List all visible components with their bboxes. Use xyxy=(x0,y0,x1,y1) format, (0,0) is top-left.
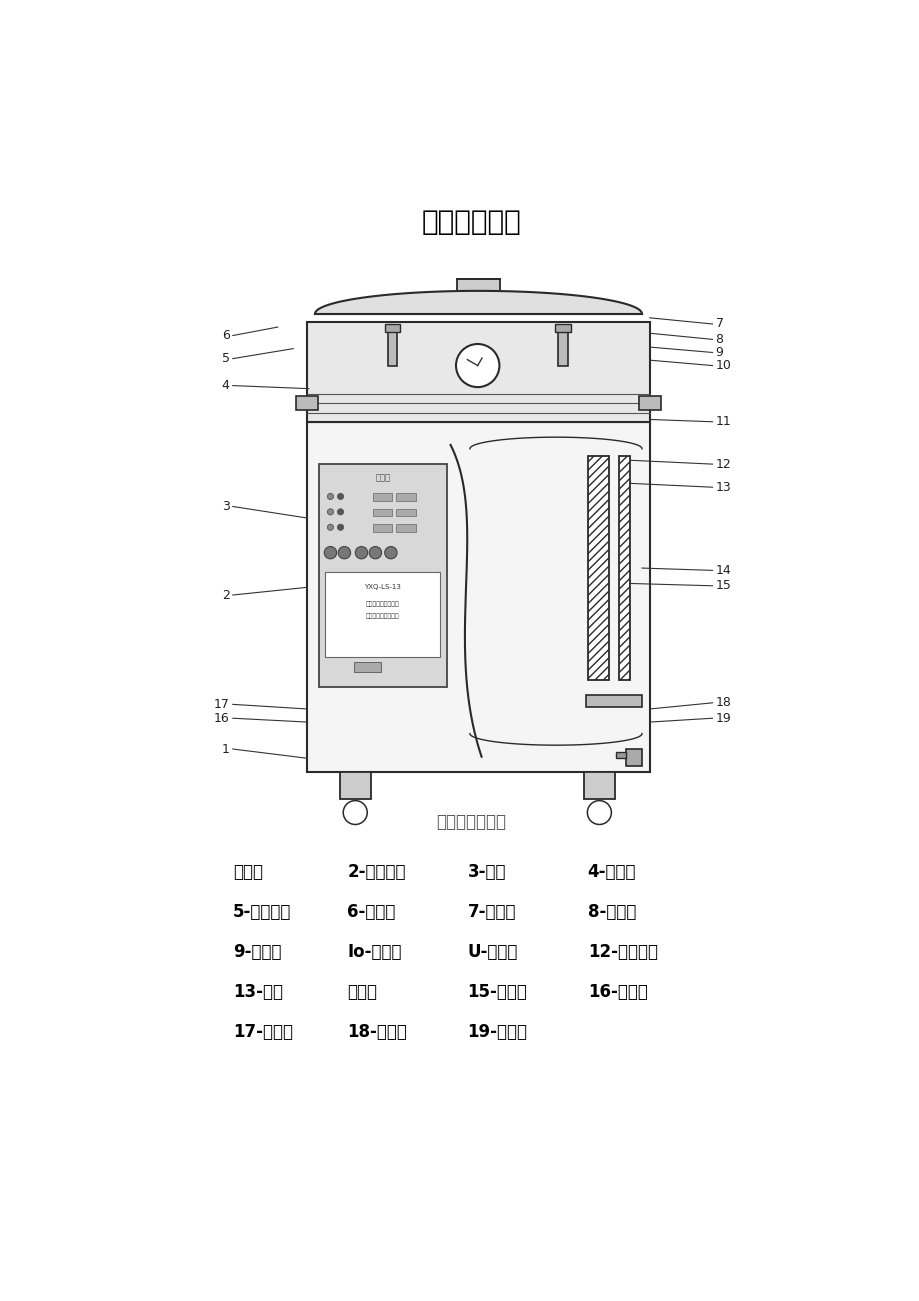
Circle shape xyxy=(384,546,397,559)
Text: 19-放水阀: 19-放水阀 xyxy=(467,1024,528,1041)
Text: 14: 14 xyxy=(715,563,731,576)
Circle shape xyxy=(327,509,334,515)
Circle shape xyxy=(355,546,368,559)
Text: 15: 15 xyxy=(715,579,731,592)
Text: 19: 19 xyxy=(715,712,731,725)
Circle shape xyxy=(337,509,344,515)
Text: 7: 7 xyxy=(715,317,723,330)
Circle shape xyxy=(456,343,499,388)
Text: 立式压力蒸汽灭菌器: 立式压力蒸汽灭菌器 xyxy=(366,601,399,608)
Text: 12-灿菌网篹: 12-灿菌网篹 xyxy=(587,943,657,961)
Text: 9: 9 xyxy=(715,346,722,359)
Circle shape xyxy=(327,493,334,500)
Bar xyxy=(373,509,392,516)
Text: 外形结构示意图: 外形结构示意图 xyxy=(436,813,506,831)
Text: 18: 18 xyxy=(715,696,731,709)
Circle shape xyxy=(337,493,344,500)
Text: 6: 6 xyxy=(221,329,230,342)
Bar xyxy=(638,397,660,410)
Text: Io-上法兰: Io-上法兰 xyxy=(347,943,402,961)
Text: 15-电热管: 15-电热管 xyxy=(467,984,527,1002)
Bar xyxy=(396,493,415,501)
Bar xyxy=(615,752,626,758)
Circle shape xyxy=(337,524,344,531)
Circle shape xyxy=(369,546,381,559)
Text: 5: 5 xyxy=(221,353,230,366)
Bar xyxy=(384,324,400,332)
Bar xyxy=(554,324,570,332)
Text: 3-面板: 3-面板 xyxy=(467,864,505,881)
Text: U-容器盖: U-容器盖 xyxy=(467,943,517,961)
Text: 6-安全阀: 6-安全阀 xyxy=(347,903,395,921)
Text: 携脖脚: 携脖脚 xyxy=(347,984,377,1002)
Text: 17: 17 xyxy=(213,697,230,710)
Text: 医疗器械产品注册证: 医疗器械产品注册证 xyxy=(366,614,399,619)
Circle shape xyxy=(338,546,350,559)
Circle shape xyxy=(586,800,611,825)
Bar xyxy=(339,771,370,799)
Text: 一脉轮: 一脉轮 xyxy=(233,864,263,881)
Bar xyxy=(373,524,392,532)
Text: 1: 1 xyxy=(221,743,230,756)
Text: 11: 11 xyxy=(715,415,731,428)
Text: 13: 13 xyxy=(715,481,731,493)
Bar xyxy=(585,695,641,706)
Text: 16-电源线: 16-电源线 xyxy=(587,984,647,1002)
Bar xyxy=(324,572,440,657)
Bar xyxy=(558,332,567,366)
Text: 18-放汽管: 18-放汽管 xyxy=(347,1024,407,1041)
Text: YXQ-LS-13: YXQ-LS-13 xyxy=(364,584,401,591)
Text: 4-下法兰: 4-下法兰 xyxy=(587,864,636,881)
Bar xyxy=(396,509,415,516)
Text: 7-胶木柄: 7-胶木柄 xyxy=(467,903,516,921)
Bar xyxy=(296,397,318,410)
Bar xyxy=(626,749,641,766)
Text: 附产品示意图: 附产品示意图 xyxy=(421,208,521,235)
Text: 2-桶身外壳: 2-桶身外壳 xyxy=(347,864,405,881)
Bar xyxy=(353,662,380,673)
Text: 17-保险丝: 17-保险丝 xyxy=(233,1024,292,1041)
Text: 2: 2 xyxy=(221,588,230,601)
Circle shape xyxy=(327,524,334,531)
Text: 5-蝶形螺母: 5-蝶形螺母 xyxy=(233,903,290,921)
Circle shape xyxy=(343,800,367,825)
Bar xyxy=(307,422,649,771)
Bar xyxy=(396,524,415,532)
Bar xyxy=(388,332,397,366)
Circle shape xyxy=(323,546,336,559)
Text: 8: 8 xyxy=(715,333,723,346)
Bar xyxy=(307,321,649,422)
Bar xyxy=(319,464,447,687)
Text: 13-外桶: 13-外桶 xyxy=(233,984,282,1002)
Text: 16: 16 xyxy=(214,712,230,725)
Bar xyxy=(587,457,608,679)
Text: 4: 4 xyxy=(221,379,230,392)
Text: 3: 3 xyxy=(221,500,230,513)
Text: 8-压力表: 8-压力表 xyxy=(587,903,635,921)
Text: 9-放汽阀: 9-放汽阀 xyxy=(233,943,281,961)
Bar xyxy=(457,280,499,295)
Text: 面板区: 面板区 xyxy=(375,474,390,483)
Text: 10: 10 xyxy=(715,359,731,372)
Bar xyxy=(584,771,614,799)
Bar xyxy=(373,493,392,501)
Bar xyxy=(618,457,630,679)
Text: 12: 12 xyxy=(715,458,731,471)
